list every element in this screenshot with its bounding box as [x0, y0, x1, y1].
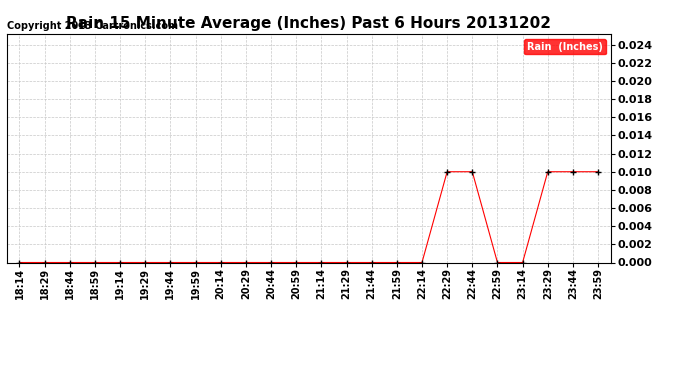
Text: Copyright 2013 Cartronics.com: Copyright 2013 Cartronics.com	[7, 21, 178, 32]
Rain  (Inches)	[141, 260, 150, 265]
Rain  (Inches)	[166, 260, 175, 265]
Rain  (Inches)	[393, 260, 401, 265]
Rain  (Inches)	[518, 260, 526, 265]
Rain  (Inches)	[91, 260, 99, 265]
Rain  (Inches)	[116, 260, 124, 265]
Rain  (Inches)	[41, 260, 49, 265]
Rain  (Inches)	[368, 260, 376, 265]
Rain  (Inches)	[342, 260, 351, 265]
Rain  (Inches)	[292, 260, 300, 265]
Rain  (Inches)	[569, 170, 577, 174]
Rain  (Inches)	[15, 260, 23, 265]
Rain  (Inches)	[468, 170, 476, 174]
Rain  (Inches)	[267, 260, 275, 265]
Rain  (Inches)	[317, 260, 326, 265]
Rain  (Inches)	[443, 170, 451, 174]
Legend: Rain  (Inches): Rain (Inches)	[524, 39, 606, 54]
Rain  (Inches)	[241, 260, 250, 265]
Rain  (Inches)	[594, 170, 602, 174]
Line: Rain  (Inches): Rain (Inches)	[17, 169, 601, 265]
Rain  (Inches)	[191, 260, 199, 265]
Rain  (Inches)	[544, 170, 552, 174]
Rain  (Inches)	[66, 260, 74, 265]
Rain  (Inches)	[493, 260, 502, 265]
Title: Rain 15 Minute Average (Inches) Past 6 Hours 20131202: Rain 15 Minute Average (Inches) Past 6 H…	[66, 16, 551, 31]
Rain  (Inches)	[217, 260, 225, 265]
Rain  (Inches)	[418, 260, 426, 265]
